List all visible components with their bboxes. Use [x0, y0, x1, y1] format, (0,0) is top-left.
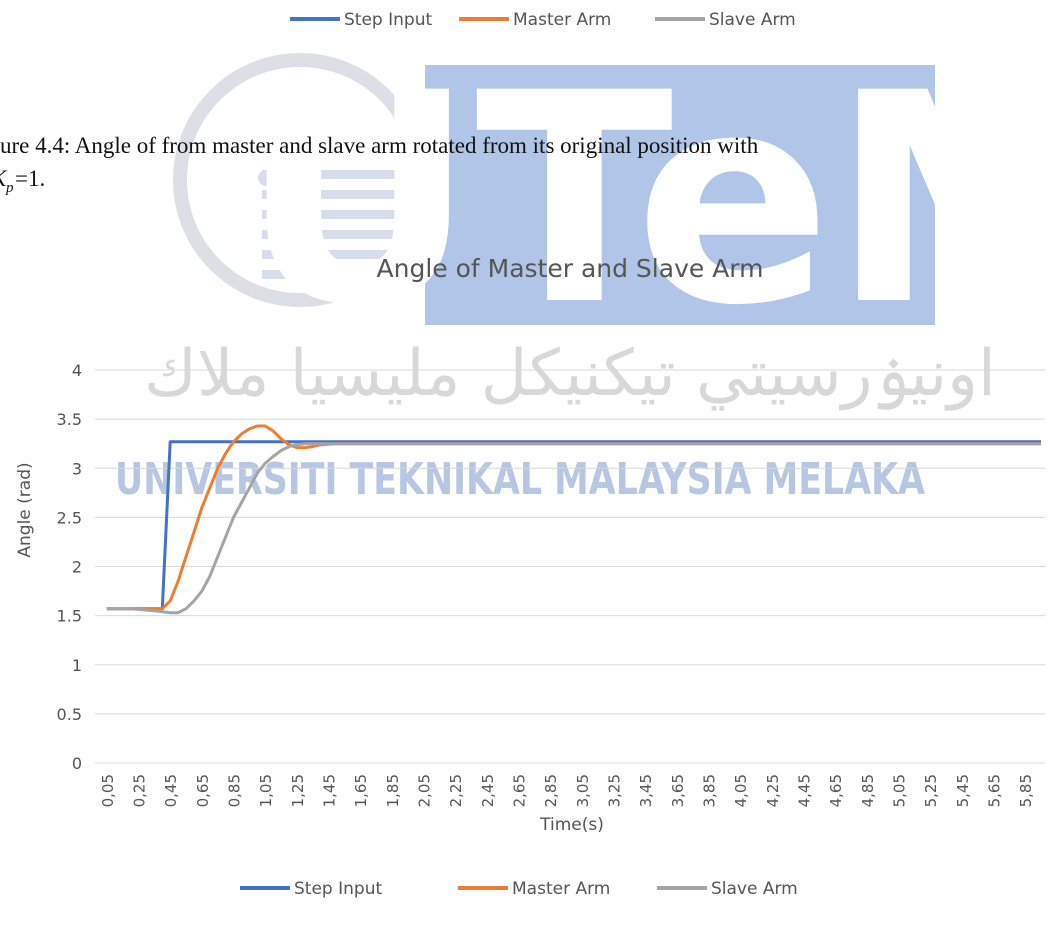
x-tick-label: 2,65	[511, 774, 529, 807]
chart-title: Angle of Master and Slave Arm	[377, 254, 764, 283]
y-tick-label: 4	[72, 361, 82, 380]
x-tick-label: 4,05	[732, 774, 750, 807]
x-tick-label: 4,65	[827, 774, 845, 807]
x-tick-label: 0,05	[99, 774, 117, 807]
x-tick-label: 2,05	[416, 774, 434, 807]
x-tick-label: 5,25	[922, 774, 940, 807]
watermark-block	[425, 65, 935, 325]
series-line	[106, 440, 1041, 611]
legend-label: Master Arm	[513, 10, 611, 30]
logo-stripe	[262, 230, 412, 239]
x-tick-label: 3,85	[701, 774, 719, 807]
logo-stripe	[262, 270, 412, 279]
y-tick-label: 1.5	[57, 607, 82, 626]
logo-dot	[258, 170, 274, 186]
logo-ring	[173, 53, 427, 307]
x-tick-label: 2,25	[447, 774, 465, 807]
x-tick-label: 3,65	[669, 774, 687, 807]
logo-stripe	[262, 210, 412, 219]
x-tick-label: 1,85	[384, 774, 402, 807]
x-tick-label: 3,25	[606, 774, 624, 807]
x-tick-label: 0,65	[194, 774, 212, 807]
y-tick-label: 1	[72, 656, 82, 675]
x-tick-label: 0,85	[226, 774, 244, 807]
series-line	[106, 442, 1041, 615]
watermark-logo-text: UTeM	[240, 32, 1050, 369]
x-tick-label: 0,25	[131, 774, 149, 807]
y-tick-label: 3	[72, 459, 82, 478]
x-tick-label: 3,45	[637, 774, 655, 807]
x-tick-label: 4,45	[796, 774, 814, 807]
x-axis-title: Time(s)	[539, 815, 604, 835]
watermark-logo	[173, 53, 427, 307]
caption-subscript: p	[5, 180, 14, 196]
caption-rest: =1.	[15, 166, 45, 191]
x-tick-label: 5,05	[891, 774, 909, 807]
x-tick-label: 2,45	[479, 774, 497, 807]
x-tick-label: 3,05	[574, 774, 592, 807]
legend-label: Slave Arm	[711, 879, 798, 899]
legend-label: Step Input	[344, 10, 432, 30]
logo-stripe	[262, 170, 412, 179]
x-tick-label: 5,85	[1017, 774, 1035, 807]
legend-label: Master Arm	[512, 879, 610, 899]
watermark-university: UNIVERSITI TEKNIKAL MALAYSIA MELAKA	[115, 454, 925, 505]
y-tick-label: 0.5	[57, 705, 82, 724]
y-tick-label: 2.5	[57, 508, 82, 527]
logo-stripe	[262, 190, 412, 199]
caption: ure 4.4: Angle of from master and slave …	[0, 133, 759, 158]
legend-label: Step Input	[294, 879, 382, 899]
watermark-arabic: اونيۏرسيتي تيكنيكل مليسيا ملاك	[144, 337, 996, 411]
x-tick-label: 2,85	[542, 774, 560, 807]
x-tick-label: 1,05	[257, 774, 275, 807]
x-tick-label: 0,45	[162, 774, 180, 807]
legend-label: Slave Arm	[709, 10, 796, 30]
x-tick-label: 5,65	[986, 774, 1004, 807]
y-tick-label: 0	[72, 754, 82, 773]
x-tick-label: 5,45	[954, 774, 972, 807]
caption-symbol: K	[0, 166, 8, 191]
x-tick-label: 1,25	[289, 774, 307, 807]
x-tick-label: 1,65	[352, 774, 370, 807]
y-axis-title: Angle (rad)	[15, 462, 35, 557]
y-tick-label: 2	[72, 558, 82, 577]
x-tick-label: 4,85	[859, 774, 877, 807]
x-tick-label: 1,45	[321, 774, 339, 807]
logo-stripe	[262, 250, 412, 259]
x-tick-label: 4,25	[764, 774, 782, 807]
y-tick-label: 3.5	[57, 410, 82, 429]
